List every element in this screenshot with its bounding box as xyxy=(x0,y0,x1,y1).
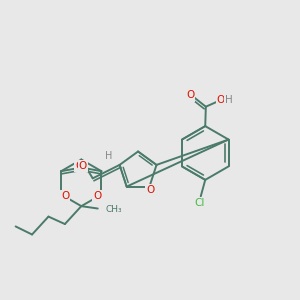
Text: CH₃: CH₃ xyxy=(105,205,122,214)
Text: O: O xyxy=(61,191,69,201)
Text: H: H xyxy=(106,151,113,161)
Text: Cl: Cl xyxy=(194,198,205,208)
Text: O: O xyxy=(220,100,221,101)
Text: O: O xyxy=(216,95,225,105)
Text: O: O xyxy=(79,161,87,171)
Text: H: H xyxy=(222,94,230,104)
Text: O: O xyxy=(75,161,83,171)
Text: O: O xyxy=(94,191,102,201)
Text: O: O xyxy=(146,185,155,195)
Text: O: O xyxy=(186,90,194,100)
Text: H: H xyxy=(225,95,233,105)
